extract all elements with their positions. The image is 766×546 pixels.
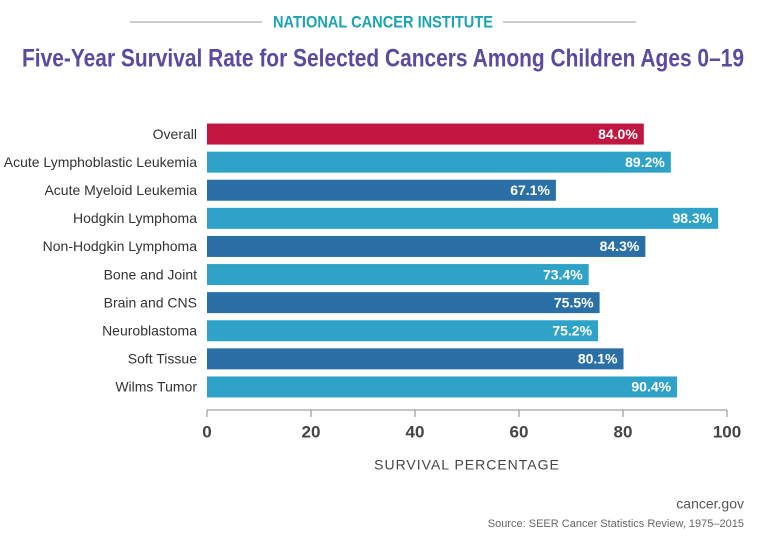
x-tick-label: 40: [406, 422, 425, 441]
site: cancer.gov: [676, 496, 744, 512]
value-label: 90.4%: [631, 379, 671, 395]
chart-title: Five-Year Survival Rate for Selected Can…: [22, 45, 744, 73]
x-axis-label: SURVIVAL PERCENTAGE: [374, 457, 560, 473]
source: Source: SEER Cancer Statistics Review, 1…: [488, 518, 744, 530]
value-label: 84.3%: [600, 238, 640, 254]
value-label: 84.0%: [598, 126, 638, 142]
value-label: 98.3%: [672, 210, 712, 226]
x-tick-label: 100: [713, 422, 741, 441]
bar: [207, 123, 644, 145]
category-label: Brain and CNS: [104, 294, 197, 310]
value-label: 67.1%: [510, 182, 550, 198]
value-label: 75.2%: [552, 322, 592, 338]
category-label: Acute Lymphoblastic Leukemia: [4, 154, 197, 170]
x-tick-label: 60: [510, 422, 529, 441]
category-label: Non-Hodgkin Lymphoma: [43, 238, 198, 254]
x-tick-label: 80: [614, 422, 633, 441]
category-label: Bone and Joint: [104, 266, 198, 282]
bar: [207, 320, 599, 342]
category-label: Hodgkin Lymphoma: [73, 210, 197, 226]
bar: [207, 264, 589, 286]
bar: [207, 179, 556, 201]
bar: [207, 235, 646, 257]
value-label: 73.4%: [543, 266, 583, 282]
header: NATIONAL CANCER INSTITUTE: [273, 12, 493, 31]
bar: [207, 207, 719, 229]
x-tick-label: 0: [202, 422, 211, 441]
bar: [207, 348, 624, 370]
category-label: Overall: [153, 126, 197, 142]
bar: [207, 151, 671, 173]
x-tick-label: 20: [302, 422, 321, 441]
category-label: Acute Myeloid Leukemia: [44, 182, 197, 198]
category-label: Wilms Tumor: [115, 379, 197, 395]
value-label: 80.1%: [578, 351, 618, 367]
bar: [207, 292, 600, 314]
value-label: 75.5%: [554, 294, 594, 310]
bar: [207, 376, 678, 398]
category-label: Neuroblastoma: [102, 322, 197, 338]
value-label: 89.2%: [625, 154, 665, 170]
category-label: Soft Tissue: [128, 351, 197, 367]
